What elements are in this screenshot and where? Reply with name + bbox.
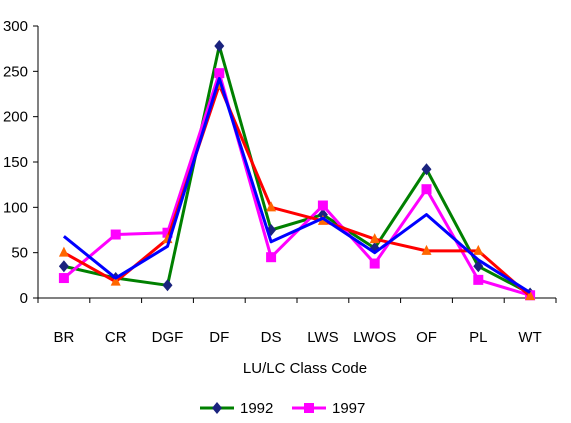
data-point [110,229,121,240]
data-point [162,279,173,292]
series-unlabeled-3 [62,77,531,294]
legend-entry: 1997 [292,400,365,417]
x-axis-title: LU/LC Class Code [243,360,367,377]
legend-marker [212,402,222,414]
data-point [317,208,328,221]
series-line [62,77,531,294]
x-tick-label: CR [105,329,127,346]
y-tick-label: 0 [20,290,28,307]
x-axis-ticks: BR CR DGF DF DS LWS LWOS OF PL WT [37,298,557,346]
data-point [525,290,536,301]
legend-entry: 1992 [200,400,273,417]
legend-label: 1997 [332,400,365,417]
x-tick-label: LWS [307,329,338,346]
x-tick-label: DS [261,329,282,346]
data-point [214,68,225,79]
legend: 1992 1997 [200,400,365,417]
data-point [473,244,484,255]
data-point [369,258,380,269]
data-point [421,184,432,195]
y-tick-label: 250 [3,63,28,80]
series-1997 [58,68,536,301]
data-point [266,201,277,212]
data-point [58,273,69,284]
legend-label: 1992 [240,400,273,417]
x-tick-label: DF [209,329,229,346]
y-axis-ticks: 0 50 100 150 200 250 300 [3,18,38,307]
data-point [317,200,328,211]
data-point [473,274,484,285]
x-tick-label: PL [469,329,487,346]
x-tick-label: BR [53,329,74,346]
data-point [110,275,121,286]
series-line [62,71,531,297]
legend-marker [304,403,314,413]
data-point [58,246,69,257]
y-tick-label: 150 [3,154,28,171]
x-tick-label: LWOS [353,329,396,346]
x-tick-label: OF [416,329,437,346]
x-tick-label: DGF [152,329,184,346]
series-unlabeled-2 [58,78,536,301]
series-line [63,83,532,298]
x-tick-label: WT [518,329,541,346]
data-point [421,244,432,255]
y-tick-label: 300 [3,18,28,35]
y-tick-label: 50 [11,245,28,262]
data-point [266,252,277,263]
series-layer [58,39,536,301]
y-tick-label: 200 [3,109,28,126]
y-tick-label: 100 [3,199,28,216]
series-line [63,44,531,295]
data-point [369,233,380,244]
data-point [58,260,69,273]
data-point [421,163,432,176]
data-point [214,39,225,52]
data-point [162,227,173,238]
series-1992 [58,39,536,300]
